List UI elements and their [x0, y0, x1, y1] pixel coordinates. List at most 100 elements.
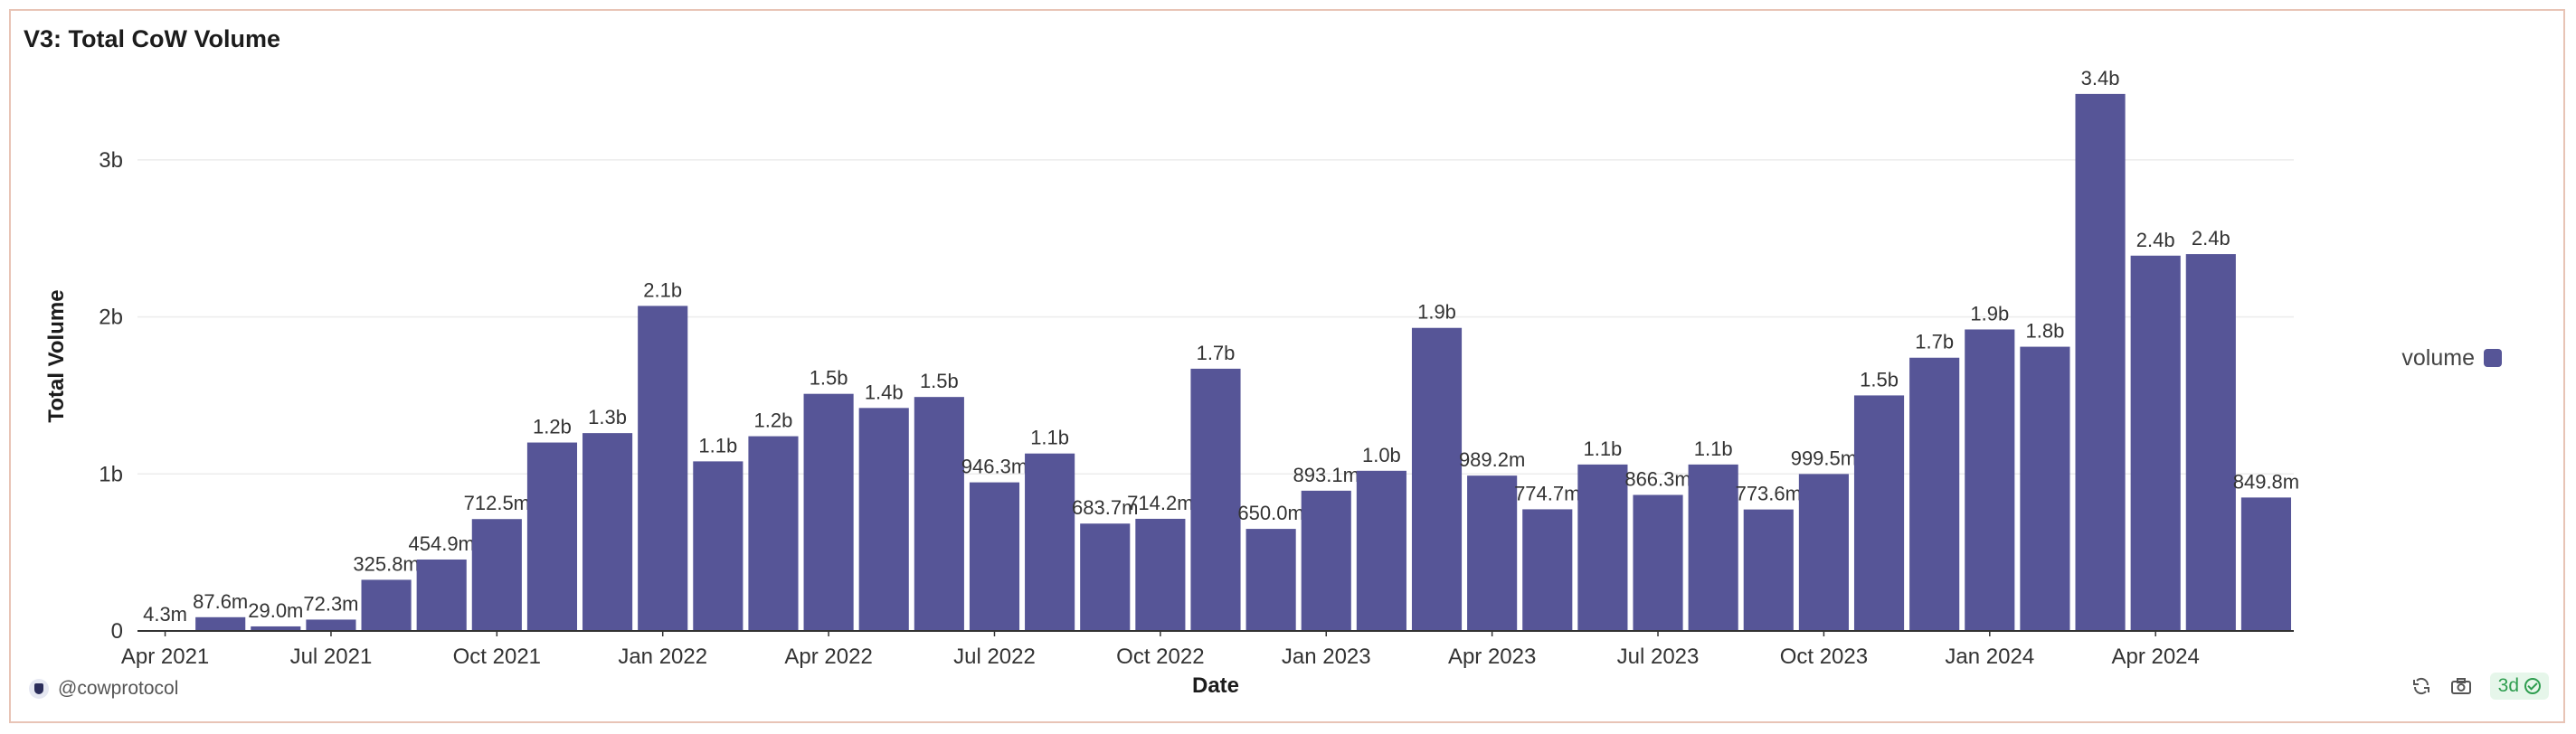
bar-data-label: 3.4b: [2081, 67, 2120, 89]
x-tick-label: Jul 2021: [290, 645, 373, 669]
bar-data-label: 4.3m: [143, 603, 187, 626]
bar: [1965, 329, 2015, 631]
bar-data-label: 714.2m: [1127, 492, 1193, 514]
bar: [1301, 490, 1351, 631]
x-tick-label: Apr 2021: [121, 645, 209, 669]
bar-data-label: 1.3b: [588, 406, 627, 428]
bar: [2020, 346, 2070, 631]
bar: [2075, 93, 2126, 631]
bar: [1577, 464, 1628, 631]
bar: [471, 519, 522, 631]
refresh-icon[interactable]: [2410, 675, 2432, 697]
x-tick-label: Apr 2023: [1448, 645, 1536, 669]
bar-data-label: 946.3m: [961, 456, 1028, 478]
bar-data-label: 999.5m: [1791, 447, 1857, 469]
bar-data-label: 1.1b: [1583, 438, 1622, 460]
cow-logo-icon: [29, 679, 49, 699]
age-label: 3d: [2497, 675, 2519, 696]
bar-data-label: 87.6m: [193, 590, 248, 613]
chart-toolbar: 3d: [2410, 673, 2549, 700]
bar: [748, 436, 799, 631]
bar: [1743, 509, 1794, 631]
bar: [2185, 254, 2236, 631]
bar: [693, 461, 743, 631]
bar: [2240, 497, 2291, 631]
bar-data-label: 1.4b: [865, 381, 904, 403]
chart-title: V3: Total CoW Volume: [24, 25, 281, 52]
bar: [416, 559, 467, 631]
bar-data-label: 849.8m: [2233, 470, 2299, 493]
bar: [1080, 523, 1131, 631]
bar: [361, 579, 412, 631]
bar-data-label: 650.0m: [1237, 502, 1303, 524]
bar: [1135, 518, 1186, 631]
bar: [2130, 255, 2181, 631]
bar: [1633, 494, 1683, 631]
bar: [195, 616, 246, 631]
bar-data-label: 712.5m: [464, 492, 530, 514]
bar: [858, 408, 909, 631]
author-attribution[interactable]: @cowprotocol: [29, 678, 178, 700]
bar: [638, 306, 688, 631]
camera-icon[interactable]: [2450, 675, 2472, 697]
bar-data-label: 1.7b: [1915, 331, 1954, 353]
bar-data-label: 1.8b: [2026, 320, 2065, 343]
x-tick-label: Oct 2021: [453, 645, 541, 669]
bar-data-label: 989.2m: [1459, 448, 1525, 471]
bar: [1190, 368, 1241, 631]
bar: [306, 619, 356, 631]
bar: [1798, 474, 1849, 631]
bar-data-label: 1.1b: [698, 434, 737, 456]
check-circle-icon: [2524, 678, 2541, 694]
x-tick-label: Jan 2023: [1282, 645, 1371, 669]
bar-data-label: 2.4b: [2136, 229, 2175, 251]
bar: [1853, 395, 1905, 631]
x-tick-label: Jan 2024: [1945, 645, 2034, 669]
bar-data-label: 1.5b: [920, 370, 959, 392]
bar: [1688, 464, 1738, 631]
y-tick-label: 0: [111, 619, 123, 644]
bar: [1909, 357, 1960, 631]
x-tick-label: Jul 2023: [1617, 645, 1700, 669]
bar-data-label: 893.1m: [1293, 464, 1359, 486]
bar: [914, 397, 964, 631]
bar: [582, 433, 633, 631]
bar-data-label: 1.9b: [1970, 302, 2009, 325]
x-axis-title: Date: [1192, 673, 1239, 698]
y-axis-title: Total Volume: [44, 289, 69, 422]
bar-data-label: 29.0m: [248, 599, 303, 622]
author-handle[interactable]: @cowprotocol: [58, 678, 179, 699]
bar-data-label: 773.6m: [1736, 483, 1802, 505]
bar-data-label: 1.7b: [1197, 342, 1236, 364]
bar-data-label: 325.8m: [353, 552, 419, 575]
bar-data-label: 2.1b: [643, 278, 682, 301]
bar-data-label: 2.4b: [2192, 227, 2230, 249]
y-tick-label: 3b: [99, 148, 123, 173]
legend-label: volume: [2401, 345, 2475, 371]
bar-data-label: 774.7m: [1514, 482, 1580, 504]
bar: [1356, 470, 1406, 631]
bar-data-label: 1.2b: [754, 409, 793, 432]
bar-data-label: 1.0b: [1362, 444, 1401, 466]
bar: [803, 393, 854, 631]
bar-data-label: 1.9b: [1417, 301, 1456, 324]
bar: [1025, 453, 1075, 631]
bar-data-label: 1.5b: [810, 367, 848, 390]
freshness-badge[interactable]: 3d: [2489, 673, 2549, 700]
bar: [251, 626, 301, 631]
x-tick-label: Apr 2024: [2111, 645, 2199, 669]
y-tick-label: 1b: [99, 462, 123, 486]
bar-data-label: 1.2b: [533, 416, 572, 438]
x-tick-label: Apr 2022: [784, 645, 872, 669]
bar-data-label: 1.1b: [1030, 427, 1069, 449]
bar: [526, 442, 578, 631]
bar: [1467, 475, 1518, 631]
x-tick-label: Jul 2022: [953, 645, 1036, 669]
bar-data-label: 866.3m: [1624, 468, 1690, 491]
bar: [1245, 529, 1296, 631]
bar-data-label: 72.3m: [303, 592, 358, 615]
x-tick-label: Oct 2022: [1116, 645, 1204, 669]
x-tick-label: Oct 2023: [1780, 645, 1868, 669]
bar-data-label: 1.1b: [1694, 438, 1733, 460]
